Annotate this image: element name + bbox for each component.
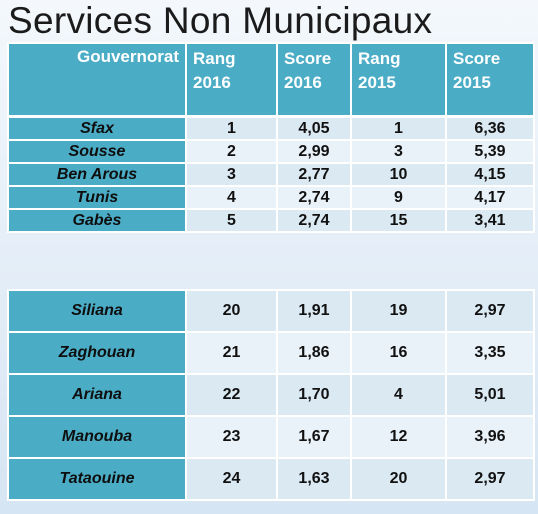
rank-2016-cell: 2 (185, 139, 278, 164)
score-2015-cell: 3,41 (445, 208, 535, 233)
header-score-2016-label: Score (284, 49, 332, 68)
rank-2016-cell: 3 (185, 162, 278, 187)
rank-2016-cell: 20 (185, 289, 278, 333)
governorate-cell: Sousse (7, 139, 187, 164)
score-2016-cell: 2,77 (276, 162, 352, 187)
rank-2015-cell: 4 (350, 373, 447, 417)
score-2015-cell: 2,97 (445, 457, 535, 501)
header-score-2015: Score 2015 (445, 42, 535, 117)
governorate-cell: Tataouine (7, 457, 187, 501)
score-2015-cell: 4,17 (445, 185, 535, 210)
rank-2015-cell: 12 (350, 415, 447, 459)
rank-2016-cell: 21 (185, 331, 278, 375)
rank-2016-cell: 24 (185, 457, 278, 501)
rank-2015-cell: 3 (350, 139, 447, 164)
rank-2015-cell: 9 (350, 185, 447, 210)
score-2015-cell: 2,97 (445, 289, 535, 333)
score-2016-cell: 1,70 (276, 373, 352, 417)
table-row: Ariana 22 1,70 4 5,01 (7, 373, 535, 417)
table-row: Tunis 4 2,74 9 4,17 (7, 185, 535, 210)
score-2016-cell: 1,67 (276, 415, 352, 459)
table-row: Sousse 2 2,99 3 5,39 (7, 139, 535, 164)
score-2016-cell: 1,86 (276, 331, 352, 375)
score-2016-cell: 1,91 (276, 289, 352, 333)
header-rang-2016-year: 2016 (193, 73, 231, 92)
governorate-cell: Sfax (7, 116, 187, 141)
table-row: Zaghouan 21 1,86 16 3,35 (7, 331, 535, 375)
score-2015-cell: 4,15 (445, 162, 535, 187)
header-rang-2016-label: Rang (193, 49, 236, 68)
rank-2015-cell: 1 (350, 116, 447, 141)
score-2016-cell: 2,74 (276, 185, 352, 210)
governorate-cell: Zaghouan (7, 331, 187, 375)
score-2015-cell: 3,35 (445, 331, 535, 375)
score-2015-cell: 6,36 (445, 116, 535, 141)
header-row: Gouvernorat Rang 2016 Score 2016 Rang 20… (7, 42, 535, 117)
rank-2015-cell: 15 (350, 208, 447, 233)
governorate-cell: Ben Arous (7, 162, 187, 187)
header-gouvernorat: Gouvernorat (7, 42, 187, 117)
rank-2016-cell: 23 (185, 415, 278, 459)
score-2016-cell: 2,74 (276, 208, 352, 233)
score-2015-cell: 5,01 (445, 373, 535, 417)
header-rang-2015-year: 2015 (358, 73, 396, 92)
header-rang-2015-label: Rang (358, 49, 401, 68)
page-title: Services Non Municipaux (8, 0, 433, 41)
bottom-ranking-table: Siliana 20 1,91 19 2,97 Zaghouan 21 1,86… (7, 289, 535, 501)
rank-2015-cell: 20 (350, 457, 447, 501)
header-score-2016-year: 2016 (284, 73, 322, 92)
table-row: Sfax 1 4,05 1 6,36 (7, 116, 535, 141)
governorate-cell: Tunis (7, 185, 187, 210)
table-row: Manouba 23 1,67 12 3,96 (7, 415, 535, 459)
table-row: Ben Arous 3 2,77 10 4,15 (7, 162, 535, 187)
score-2016-cell: 2,99 (276, 139, 352, 164)
header-score-2016: Score 2016 (276, 42, 352, 117)
rank-2015-cell: 16 (350, 331, 447, 375)
rank-2015-cell: 10 (350, 162, 447, 187)
rank-2016-cell: 1 (185, 116, 278, 141)
score-2015-cell: 5,39 (445, 139, 535, 164)
table-row: Siliana 20 1,91 19 2,97 (7, 289, 535, 333)
rank-2016-cell: 5 (185, 208, 278, 233)
governorate-cell: Siliana (7, 289, 187, 333)
table-row: Tataouine 24 1,63 20 2,97 (7, 457, 535, 501)
table-row: Gabès 5 2,74 15 3,41 (7, 208, 535, 233)
header-score-2015-label: Score (453, 49, 501, 68)
score-2015-cell: 3,96 (445, 415, 535, 459)
rank-2016-cell: 4 (185, 185, 278, 210)
score-2016-cell: 4,05 (276, 116, 352, 141)
rank-2016-cell: 22 (185, 373, 278, 417)
header-score-2015-year: 2015 (453, 73, 491, 92)
governorate-cell: Manouba (7, 415, 187, 459)
top-ranking-table: Sfax 1 4,05 1 6,36 Sousse 2 2,99 3 5,39 … (7, 116, 535, 233)
table-header: Gouvernorat Rang 2016 Score 2016 Rang 20… (7, 42, 535, 117)
score-2016-cell: 1,63 (276, 457, 352, 501)
rank-2015-cell: 19 (350, 289, 447, 333)
governorate-cell: Ariana (7, 373, 187, 417)
header-rang-2016: Rang 2016 (185, 42, 278, 117)
header-rang-2015: Rang 2015 (350, 42, 447, 117)
governorate-cell: Gabès (7, 208, 187, 233)
